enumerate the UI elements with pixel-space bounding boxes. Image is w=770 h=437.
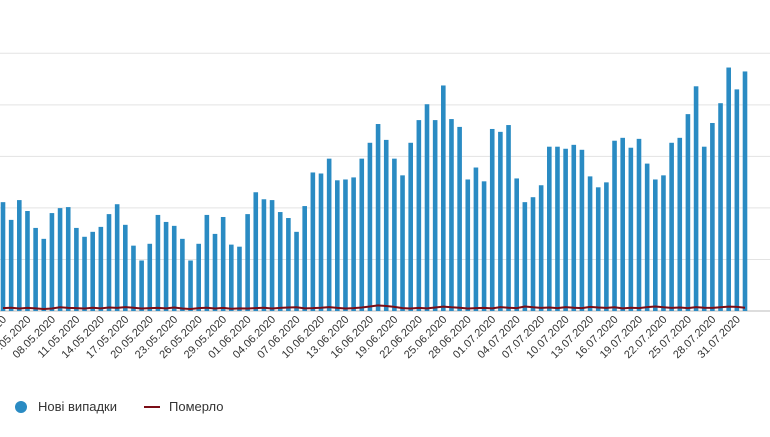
bar [653, 179, 658, 311]
bar [220, 216, 226, 311]
bar [131, 245, 136, 311]
bar [742, 71, 748, 311]
legend-marker [15, 401, 27, 413]
bar [612, 140, 617, 311]
bar [237, 246, 242, 311]
bar [114, 204, 120, 311]
bar [693, 86, 699, 312]
legend-label: Нові випадки [38, 399, 117, 414]
bar [636, 138, 642, 311]
bar [661, 175, 666, 311]
bar [245, 214, 250, 311]
bar [677, 137, 683, 311]
bar [579, 149, 585, 311]
bar [489, 128, 495, 311]
bar [359, 158, 365, 311]
bar [310, 172, 316, 311]
bar [57, 208, 63, 311]
bar [416, 120, 422, 312]
bar [457, 126, 462, 311]
bar [383, 139, 389, 311]
bar [139, 260, 144, 311]
bar [587, 176, 593, 311]
bar [506, 125, 511, 312]
bar [400, 175, 405, 311]
bar [547, 146, 552, 311]
bar [555, 146, 560, 311]
bar [326, 158, 332, 311]
bar [375, 124, 381, 311]
bar [90, 231, 95, 311]
bar [538, 185, 544, 311]
bar [367, 142, 373, 311]
bar [465, 179, 471, 311]
bar [163, 221, 169, 311]
bar [351, 177, 356, 311]
bar [286, 218, 291, 311]
bar [514, 178, 519, 311]
bar [620, 137, 625, 311]
bar [522, 202, 528, 311]
bar [204, 214, 210, 311]
bar [180, 238, 185, 311]
bar [726, 67, 731, 311]
bar [253, 192, 259, 311]
bar [188, 260, 193, 311]
line [2, 304, 746, 310]
bar [343, 179, 348, 311]
bar [571, 144, 577, 311]
bar [123, 224, 128, 311]
bar [734, 89, 740, 311]
legend-label: Померло [169, 399, 224, 414]
bar [277, 212, 283, 311]
bar [481, 181, 487, 311]
bar [269, 200, 275, 311]
bar [33, 227, 38, 311]
bar [449, 119, 454, 311]
bar [261, 199, 267, 311]
bar [424, 104, 430, 311]
bar [498, 131, 503, 311]
bar [17, 200, 22, 311]
bar [106, 214, 112, 311]
bar [563, 148, 568, 311]
bar [171, 225, 177, 311]
bar [229, 244, 234, 311]
bar [685, 114, 691, 311]
bar [41, 238, 47, 311]
bar [595, 187, 601, 311]
bar [432, 120, 438, 312]
bar [669, 142, 674, 311]
bar [318, 173, 324, 311]
bar [294, 231, 299, 311]
bar [82, 236, 87, 311]
bar [98, 226, 104, 311]
bar [530, 197, 536, 311]
bar [49, 213, 55, 311]
bar [408, 142, 413, 311]
bar [335, 180, 340, 311]
bar [147, 243, 153, 311]
bar [392, 158, 397, 311]
bar [196, 243, 201, 311]
bar [155, 214, 161, 311]
bar [441, 85, 446, 312]
bar [8, 219, 14, 311]
bar [212, 233, 218, 311]
bar [25, 211, 30, 311]
bar [718, 103, 723, 311]
bar [65, 207, 71, 311]
bar [473, 167, 479, 311]
bar [701, 146, 707, 311]
bar [644, 163, 650, 311]
bar [604, 182, 609, 311]
bar [628, 147, 634, 311]
bar [302, 206, 307, 311]
bar [74, 227, 79, 311]
bar [710, 122, 715, 311]
bar [0, 202, 6, 311]
